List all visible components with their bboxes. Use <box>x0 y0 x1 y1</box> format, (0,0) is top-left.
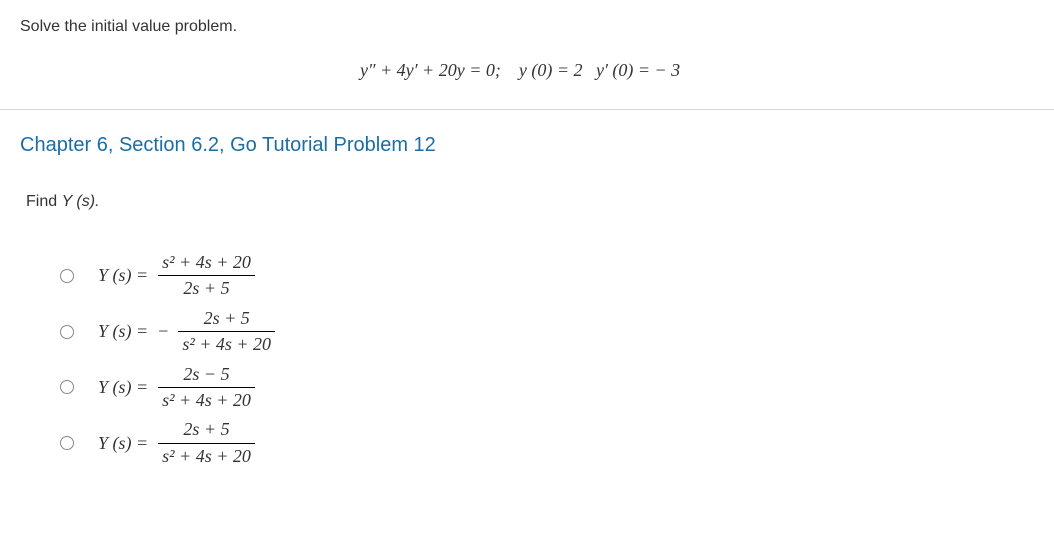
find-arg: (s). <box>72 193 100 210</box>
numerator: 2s − 5 <box>179 363 233 386</box>
denominator: s² + 4s + 20 <box>158 389 255 412</box>
option-var: Y <box>98 265 108 285</box>
option-arg: (s) = <box>108 433 148 453</box>
fraction: 2s + 5 s² + 4s + 20 <box>158 418 255 468</box>
fraction: 2s + 5 s² + 4s + 20 <box>178 307 275 357</box>
option-var: Y <box>98 433 108 453</box>
option-row[interactable]: Y (s) = 2s − 5 s² + 4s + 20 <box>60 363 1034 413</box>
option-row[interactable]: Y (s) = 2s + 5 s² + 4s + 20 <box>60 418 1034 468</box>
denominator: s² + 4s + 20 <box>178 333 275 356</box>
find-prompt: Find Y (s). <box>26 193 1034 211</box>
fraction-bar <box>178 331 275 332</box>
chapter-title: Chapter 6, Section 6.2, Go Tutorial Prob… <box>20 134 1034 157</box>
negative-sign: − <box>158 321 168 342</box>
equation-ic2: y′ (0) = − 3 <box>596 60 680 80</box>
instruction-text: Solve the initial value problem. <box>20 18 1034 36</box>
option-arg: (s) = <box>108 321 148 341</box>
numerator: 2s + 5 <box>200 307 254 330</box>
option-expression: Y (s) = 2s − 5 s² + 4s + 20 <box>98 363 255 413</box>
fraction-bar <box>158 443 255 444</box>
option-var: Y <box>98 321 108 341</box>
fraction: 2s − 5 s² + 4s + 20 <box>158 363 255 413</box>
find-var: Y <box>62 193 72 210</box>
fraction: s² + 4s + 20 2s + 5 <box>158 251 255 301</box>
problem-block: Solve the initial value problem. y″ + 4y… <box>0 0 1054 110</box>
denominator: s² + 4s + 20 <box>158 445 255 468</box>
numerator: s² + 4s + 20 <box>158 251 255 274</box>
equation-ic1: y (0) = 2 <box>519 60 583 80</box>
radio-icon[interactable] <box>60 325 74 339</box>
option-expression: Y (s) = 2s + 5 s² + 4s + 20 <box>98 418 255 468</box>
radio-icon[interactable] <box>60 380 74 394</box>
denominator: 2s + 5 <box>179 277 233 300</box>
options-list: Y (s) = s² + 4s + 20 2s + 5 Y (s) = − 2s… <box>60 251 1034 468</box>
option-arg: (s) = <box>108 265 148 285</box>
find-prefix: Find <box>26 193 62 210</box>
option-arg: (s) = <box>108 377 148 397</box>
chapter-block: Chapter 6, Section 6.2, Go Tutorial Prob… <box>0 110 1054 494</box>
radio-icon[interactable] <box>60 269 74 283</box>
radio-icon[interactable] <box>60 436 74 450</box>
fraction-bar <box>158 275 255 276</box>
equation-lhs: y″ + 4y′ + 20y = 0; <box>360 60 501 80</box>
option-row[interactable]: Y (s) = s² + 4s + 20 2s + 5 <box>60 251 1034 301</box>
option-expression: Y (s) = − 2s + 5 s² + 4s + 20 <box>98 307 275 357</box>
option-row[interactable]: Y (s) = − 2s + 5 s² + 4s + 20 <box>60 307 1034 357</box>
fraction-bar <box>158 387 255 388</box>
option-var: Y <box>98 377 108 397</box>
option-expression: Y (s) = s² + 4s + 20 2s + 5 <box>98 251 255 301</box>
numerator: 2s + 5 <box>179 418 233 441</box>
problem-equation: y″ + 4y′ + 20y = 0; y (0) = 2 y′ (0) = −… <box>20 60 1034 81</box>
